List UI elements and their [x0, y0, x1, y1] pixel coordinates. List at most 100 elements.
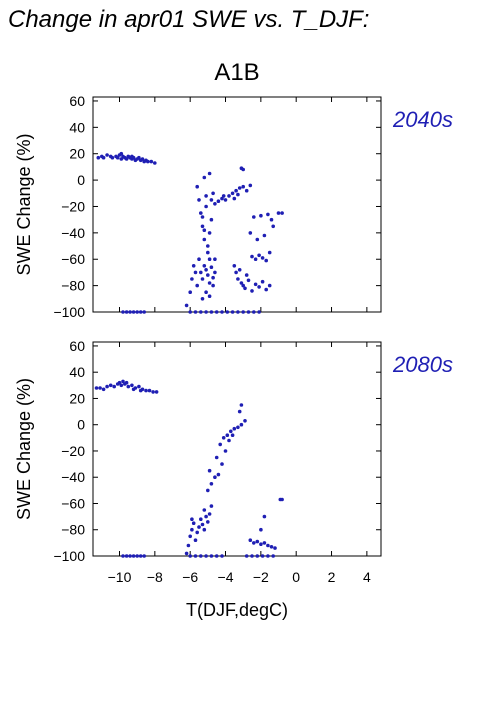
- data-point: [119, 151, 124, 156]
- data-point: [137, 155, 141, 160]
- data-point: [250, 289, 254, 293]
- data-point: [236, 310, 240, 314]
- data-point: [252, 310, 256, 314]
- data-point: [138, 554, 143, 558]
- plot-frame: [92, 341, 382, 557]
- data-point: [267, 283, 272, 288]
- period-label: 2080s: [392, 352, 453, 377]
- data-point: [220, 462, 224, 466]
- x-tick-label: −6: [182, 569, 198, 585]
- y-tick-label: 40: [69, 119, 85, 135]
- data-point: [204, 310, 208, 314]
- data-point: [260, 279, 265, 284]
- data-point: [202, 508, 207, 512]
- data-point: [214, 310, 219, 314]
- data-point: [255, 554, 260, 558]
- data-point: [280, 211, 284, 215]
- data-point: [204, 554, 208, 558]
- data-point: [209, 198, 214, 202]
- data-point: [128, 554, 132, 558]
- data-point: [149, 159, 154, 164]
- period-label: 2040s: [392, 107, 453, 132]
- data-point: [206, 250, 210, 255]
- data-point: [154, 390, 159, 394]
- data-point: [209, 482, 214, 486]
- data-point: [213, 270, 217, 275]
- data-point: [213, 202, 217, 206]
- data-point: [206, 273, 210, 277]
- data-point: [209, 310, 214, 314]
- data-point: [271, 554, 276, 558]
- data-point: [236, 425, 240, 430]
- data-point: [147, 388, 152, 393]
- data-point: [269, 545, 274, 549]
- data-point: [253, 282, 258, 287]
- data-point: [204, 204, 208, 209]
- data-point: [239, 403, 244, 407]
- data-point: [260, 554, 265, 558]
- data-point: [273, 546, 277, 550]
- y-tick-label: −80: [61, 522, 85, 538]
- data-point: [197, 198, 201, 202]
- y-tick-label: 60: [69, 93, 85, 109]
- data-point: [199, 310, 203, 314]
- data-point: [206, 244, 210, 248]
- data-point: [246, 310, 251, 314]
- data-point: [98, 386, 102, 390]
- data-point: [236, 277, 240, 281]
- data-point: [252, 541, 256, 545]
- x-tick-label: −10: [108, 569, 132, 585]
- data-point: [209, 217, 214, 222]
- data-point: [259, 527, 263, 532]
- data-point: [248, 183, 253, 188]
- data-point: [220, 196, 224, 201]
- y-tick-label: 40: [69, 364, 85, 380]
- data-point: [186, 543, 191, 548]
- data-point: [135, 310, 139, 314]
- data-point: [264, 258, 269, 263]
- data-point: [200, 297, 205, 301]
- data-point: [223, 198, 228, 202]
- y-tick-label: 20: [69, 146, 85, 162]
- data-point: [214, 554, 219, 558]
- y-tick-label: 0: [77, 417, 85, 433]
- data-point: [131, 387, 136, 392]
- data-point: [211, 191, 215, 196]
- data-point: [266, 554, 270, 558]
- data-point: [239, 422, 244, 427]
- x-tick-label: 0: [292, 569, 300, 585]
- data-point: [206, 488, 210, 493]
- data-point: [214, 455, 219, 460]
- data-point: [243, 419, 247, 423]
- data-point: [255, 539, 260, 544]
- data-point: [199, 554, 203, 558]
- data-point: [131, 554, 136, 558]
- data-point: [124, 554, 129, 558]
- data-point: [206, 520, 210, 524]
- data-point: [271, 224, 276, 229]
- data-point: [230, 433, 235, 438]
- data-point: [188, 310, 192, 314]
- data-point: [191, 264, 196, 268]
- data-point: [232, 196, 237, 201]
- data-point: [190, 277, 194, 281]
- data-point: [253, 257, 258, 262]
- data-point: [138, 388, 143, 393]
- y-tick-label: −20: [61, 198, 85, 214]
- data-point: [142, 554, 146, 558]
- data-point: [199, 270, 203, 275]
- data-point: [190, 517, 194, 521]
- y-tick-label: −60: [61, 495, 85, 511]
- data-point: [202, 237, 207, 242]
- y-tick-label: 60: [69, 338, 85, 354]
- data-point: [207, 468, 212, 473]
- x-tick-label: 2: [328, 569, 336, 585]
- data-point: [230, 191, 235, 196]
- data-point: [218, 442, 222, 447]
- data-point: [244, 273, 249, 277]
- x-tick-label: 4: [363, 569, 371, 585]
- data-point: [266, 543, 270, 548]
- data-point: [237, 268, 242, 272]
- data-point: [117, 380, 122, 385]
